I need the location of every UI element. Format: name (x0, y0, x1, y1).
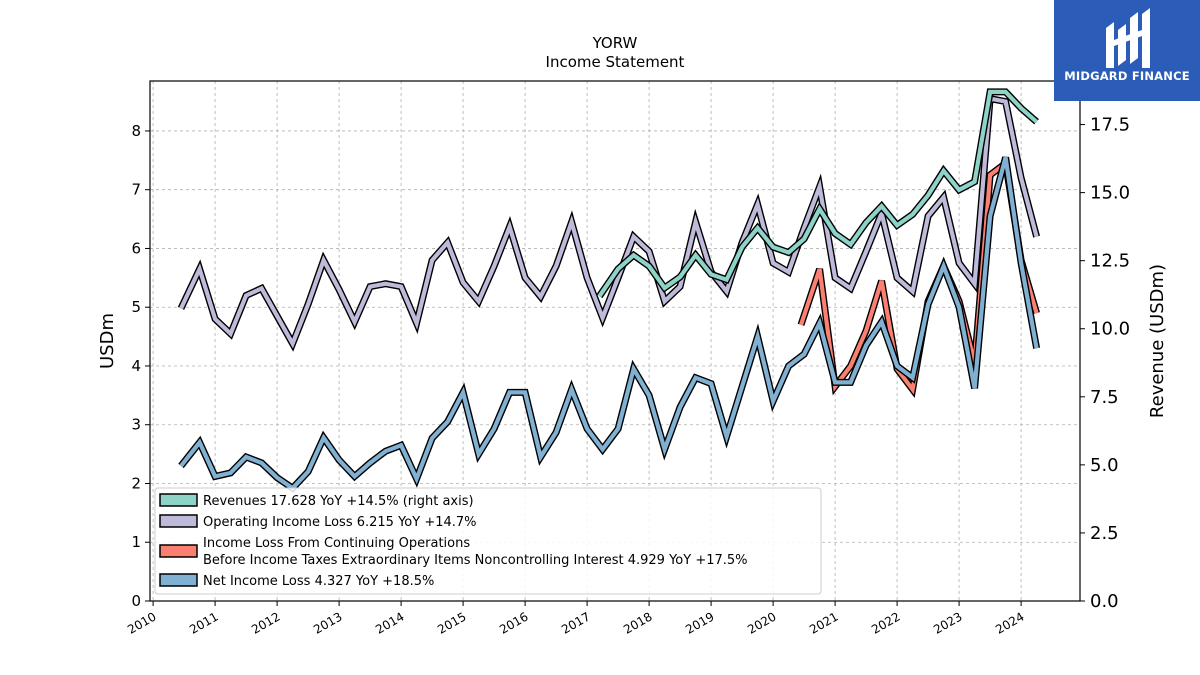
x-tick-label: 2014 (373, 609, 406, 636)
y-tick-label-left: 2 (131, 474, 141, 492)
y-tick-label-right: 0.0 (1090, 591, 1119, 612)
x-tick-label: 2023 (931, 609, 964, 636)
logo-text: MIDGARD FINANCE (1064, 69, 1190, 83)
series-layer (177, 88, 1041, 493)
x-tick-label: 2018 (621, 609, 654, 636)
legend-swatch-net-income (159, 573, 198, 587)
brand-logo: MIDGARD FINANCE (1054, 0, 1200, 101)
legend-label-net-income: Net Income Loss 4.327 YoY +18.5% (203, 574, 434, 589)
legend-label-pretax-income-line1: Income Loss From Continuing Operations (203, 536, 470, 551)
series-net-income-line (178, 156, 1041, 493)
y-tick-label-left: 1 (131, 533, 141, 551)
y-tick-label-left: 6 (131, 239, 141, 257)
series-stroke (179, 96, 1039, 349)
y-axis-label-right: Revenue (USDm) (1147, 264, 1168, 418)
y-tick-label-right: 17.5 (1090, 115, 1130, 136)
midgard-logo-icon (1106, 8, 1150, 68)
x-tick-label: 2017 (559, 609, 592, 636)
y-tick-label-left: 7 (131, 181, 141, 199)
legend-swatch-revenues (159, 493, 198, 507)
series-stroke (597, 89, 1038, 298)
legend-swatch-pretax-income (159, 544, 198, 558)
series-stroke (179, 156, 1039, 491)
chart-title: YORW (592, 34, 638, 52)
legend-swatch-operating-income (159, 514, 198, 528)
chart-subtitle: Income Statement (546, 53, 685, 71)
y-tick-label-right: 15.0 (1090, 183, 1130, 204)
y-tick-label-left: 4 (131, 357, 141, 375)
x-tick-label: 2012 (249, 609, 282, 636)
legend-label-pretax-income-line2: Before Income Taxes Extraordinary Items … (203, 553, 748, 568)
y-tick-label-right: 10.0 (1090, 319, 1130, 340)
x-tick-label: 2013 (311, 609, 344, 636)
x-tick-label: 2015 (435, 609, 468, 636)
y-tick-label-left: 0 (131, 592, 141, 610)
x-tick-label: 2011 (187, 609, 220, 636)
x-tick-label: 2019 (683, 609, 716, 636)
y-tick-label-left: 5 (131, 298, 141, 316)
legend: Revenues 17.628 YoY +14.5% (right axis) … (154, 487, 822, 595)
y-tick-label-left: 8 (131, 122, 141, 140)
y-tick-label-right: 2.5 (1090, 523, 1119, 544)
legend-label-operating-income: Operating Income Loss 6.215 YoY +14.7% (203, 515, 477, 530)
x-tick-label: 2024 (993, 609, 1026, 636)
x-tick-label: 2016 (497, 609, 530, 636)
x-tick-label: 2022 (869, 609, 902, 636)
y-tick-label-left: 3 (131, 416, 141, 434)
y-tick-label-right: 7.5 (1090, 387, 1119, 408)
legend-label-revenues: Revenues 17.628 YoY +14.5% (right axis) (203, 494, 474, 509)
x-tick-label: 2020 (745, 609, 778, 636)
x-tick-label: 2021 (807, 609, 840, 636)
plot-frame (149, 80, 1081, 602)
y-axis-label-left: USDm (97, 313, 118, 369)
series-revenues-line (596, 88, 1039, 299)
y-tick-label-right: 12.5 (1090, 251, 1130, 272)
grid-lines (150, 81, 1080, 602)
series-operating-income-line (177, 94, 1040, 352)
y-tick-label-right: 5.0 (1090, 455, 1119, 476)
legend-box (154, 487, 822, 595)
x-tick-label: 2010 (125, 609, 158, 636)
